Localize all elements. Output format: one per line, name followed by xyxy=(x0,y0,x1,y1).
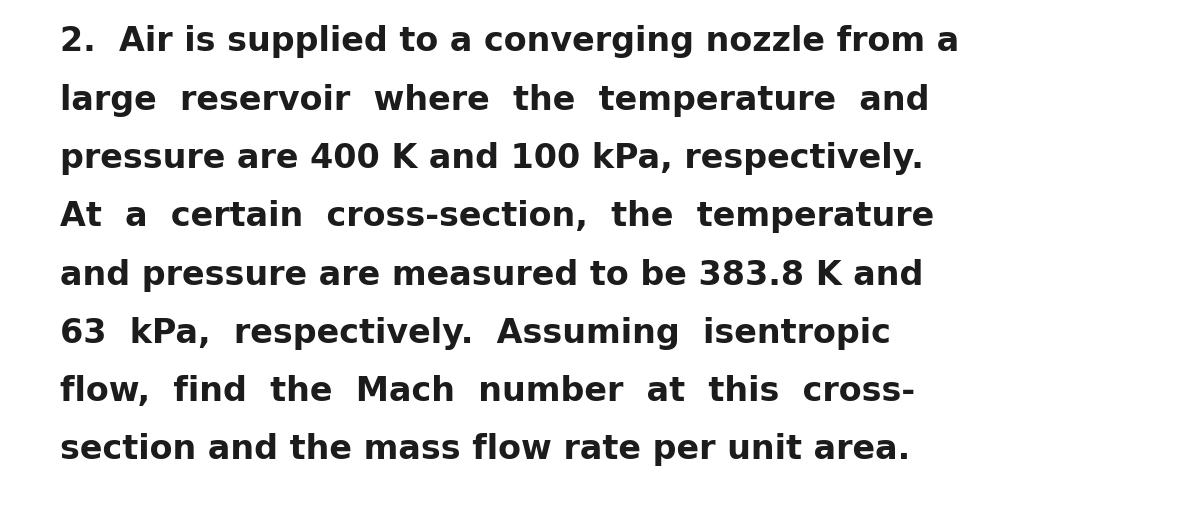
Text: 63  kPa,  respectively.  Assuming  isentropic: 63 kPa, respectively. Assuming isentropi… xyxy=(60,317,890,350)
Text: and pressure are measured to be 383.8 K and: and pressure are measured to be 383.8 K … xyxy=(60,259,923,292)
Text: flow,  find  the  Mach  number  at  this  cross-: flow, find the Mach number at this cross… xyxy=(60,375,916,408)
Text: At  a  certain  cross-section,  the  temperature: At a certain cross-section, the temperat… xyxy=(60,200,935,233)
Text: pressure are 400 K and 100 kPa, respectively.: pressure are 400 K and 100 kPa, respecti… xyxy=(60,142,924,175)
Text: 2.  Air is supplied to a converging nozzle from a: 2. Air is supplied to a converging nozzl… xyxy=(60,25,959,58)
Text: large  reservoir  where  the  temperature  and: large reservoir where the temperature an… xyxy=(60,84,930,117)
Text: section and the mass flow rate per unit area.: section and the mass flow rate per unit … xyxy=(60,433,911,466)
